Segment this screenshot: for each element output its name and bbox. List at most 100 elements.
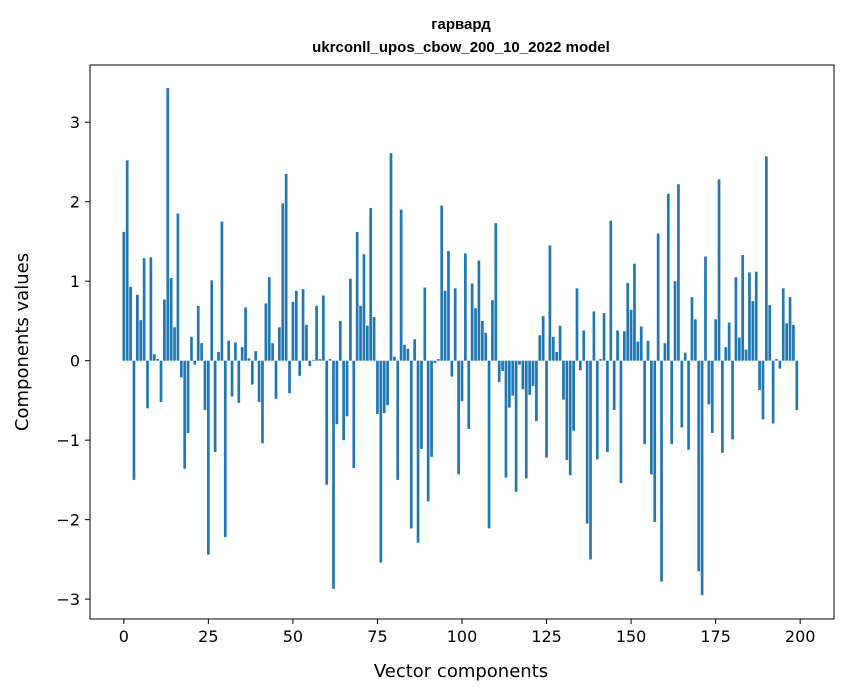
x-tick-label: 175 [700, 627, 731, 646]
bar [751, 301, 755, 361]
bar [555, 351, 559, 361]
bar [237, 360, 241, 403]
bar [210, 280, 214, 361]
bar [345, 360, 349, 417]
bar [227, 340, 231, 361]
bar [748, 272, 751, 361]
bar [420, 360, 423, 449]
bar [535, 360, 538, 422]
bar [582, 330, 586, 361]
bar [156, 359, 159, 361]
bar [389, 153, 393, 361]
bar [741, 254, 745, 361]
bars-group [122, 88, 799, 596]
x-tick-label: 200 [785, 627, 816, 646]
bar [693, 319, 697, 361]
bar [501, 360, 504, 372]
bar [754, 271, 758, 361]
bar [531, 360, 535, 387]
bar [342, 360, 345, 441]
bar [447, 250, 450, 361]
bar [186, 360, 190, 434]
bar [602, 312, 606, 361]
bar [771, 360, 775, 424]
x-tick-label: 150 [616, 627, 647, 646]
bar [572, 360, 575, 431]
bar [653, 360, 657, 523]
bar [349, 278, 352, 361]
bar [321, 295, 325, 361]
bar [453, 288, 457, 361]
bar [230, 360, 234, 397]
bar [477, 260, 481, 361]
y-tick-label: 0 [70, 352, 80, 371]
bar [423, 287, 427, 361]
bar [406, 348, 410, 361]
bar [670, 360, 674, 445]
bar [470, 283, 474, 361]
bar [562, 360, 565, 400]
bar [369, 208, 373, 361]
bar [781, 288, 785, 361]
bar [267, 277, 271, 361]
bar [450, 360, 454, 377]
bar [765, 156, 768, 361]
bar [443, 290, 447, 361]
bar [524, 360, 528, 479]
y-tick-label: 2 [70, 193, 80, 212]
bar [504, 360, 508, 478]
bar [217, 351, 220, 361]
bar [683, 352, 687, 361]
bar [196, 305, 200, 361]
bar [129, 286, 132, 361]
x-tick-label: 50 [283, 627, 303, 646]
bar [528, 360, 531, 395]
bar [413, 339, 417, 361]
bar [589, 360, 592, 560]
bar [159, 360, 163, 403]
bar [687, 360, 690, 450]
bar [612, 360, 616, 410]
bar [677, 184, 680, 361]
bar [650, 360, 653, 475]
bar [629, 309, 633, 361]
bar [616, 330, 619, 361]
bar [545, 360, 548, 458]
y-tick-label: −2 [56, 511, 80, 530]
bar [122, 231, 126, 361]
bar [149, 257, 153, 361]
bar [403, 344, 406, 361]
bar [541, 316, 545, 361]
bar [592, 311, 596, 361]
bar [717, 179, 721, 361]
bar [169, 278, 173, 361]
bar [487, 360, 491, 529]
bar [734, 277, 738, 361]
bar [132, 360, 136, 480]
bar [396, 360, 400, 480]
bar [278, 327, 281, 361]
bar [731, 360, 734, 440]
bar [163, 299, 166, 361]
bar [551, 336, 555, 361]
bar [761, 360, 765, 420]
bar [261, 360, 264, 444]
bar [284, 173, 288, 361]
bar [399, 209, 403, 361]
bar [457, 360, 460, 475]
bar [200, 343, 203, 361]
bar [173, 327, 176, 361]
bar [639, 326, 643, 361]
bar [328, 359, 332, 361]
bar [656, 233, 660, 361]
bar [768, 305, 772, 361]
bar [538, 335, 542, 361]
bar [497, 360, 501, 383]
x-axis-ticks: 0 25 50 75 100 125 150 175 200 [119, 619, 816, 646]
bar [467, 360, 471, 430]
bar [409, 360, 413, 529]
bar [213, 360, 217, 453]
bar [152, 354, 156, 361]
y-axis-label: Components values [12, 253, 33, 431]
y-axis-ticks: −3 −2 −1 0 1 2 3 [56, 113, 90, 609]
